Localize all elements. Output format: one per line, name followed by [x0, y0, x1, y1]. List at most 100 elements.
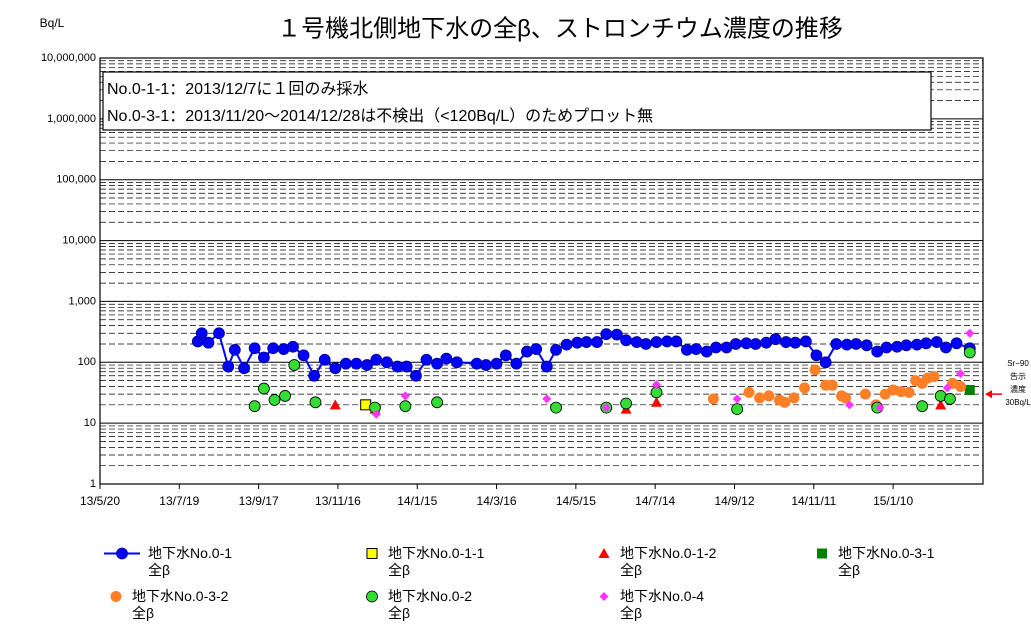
- legend-item: 地下水No.0-2 全β: [360, 588, 472, 622]
- point: [620, 334, 632, 347]
- point: [916, 400, 929, 413]
- point: [599, 592, 609, 601]
- y-tick-label: 100: [78, 356, 96, 368]
- point: [601, 403, 611, 413]
- point: [763, 390, 775, 402]
- legend-item: 地下水No.0-1-2 全β: [592, 545, 716, 579]
- point: [228, 343, 241, 356]
- legend-marker: [104, 547, 140, 560]
- point: [920, 337, 933, 350]
- point: [380, 356, 393, 369]
- point: [830, 338, 843, 350]
- annotation: No.0-1-1：2013/12/7に１回のみ採水: [107, 80, 368, 98]
- point: [707, 393, 719, 405]
- legend-marker: [599, 592, 609, 601]
- point: [222, 360, 235, 373]
- point: [400, 391, 410, 401]
- chart-title: １号機北側地下水の全β、ストロンチウム濃度の推移: [277, 15, 843, 42]
- point: [110, 591, 122, 602]
- point: [749, 338, 762, 350]
- point: [956, 369, 966, 379]
- point: [560, 338, 573, 351]
- point: [600, 328, 613, 341]
- point: [410, 369, 422, 382]
- point: [550, 401, 562, 414]
- point: [371, 409, 381, 419]
- point: [350, 357, 363, 370]
- point: [318, 353, 331, 366]
- point: [844, 400, 854, 410]
- legend-label: 地下水No.0-3-2 全β: [132, 588, 229, 621]
- point: [650, 336, 663, 348]
- point: [875, 403, 885, 413]
- point: [480, 359, 492, 371]
- point: [297, 349, 310, 362]
- point: [690, 343, 703, 355]
- point: [329, 399, 341, 410]
- legend-label: 地下水No.0-1-2 全β: [620, 545, 717, 578]
- point: [366, 548, 378, 559]
- point: [550, 343, 562, 356]
- x-tick-label: 15/1/10: [873, 494, 913, 508]
- point: [850, 338, 863, 350]
- point: [339, 357, 352, 370]
- point: [903, 386, 915, 398]
- point: [928, 371, 940, 383]
- x-tick-label: 14/9/12: [714, 494, 754, 508]
- point: [809, 364, 821, 376]
- point: [530, 343, 543, 355]
- point: [268, 394, 281, 406]
- point: [779, 396, 791, 408]
- legend-label: 地下水No.0-4 全β: [620, 588, 705, 621]
- annotation-box: [102, 71, 932, 131]
- point: [640, 338, 652, 350]
- legend-item: 地下水No.0-3-1 全β: [810, 545, 934, 579]
- reference-arrowhead: [985, 390, 992, 399]
- point: [361, 359, 373, 371]
- point: [819, 356, 832, 369]
- point: [510, 357, 523, 370]
- y-tick-label: 10,000: [62, 234, 96, 246]
- point: [840, 392, 852, 404]
- point: [400, 360, 413, 373]
- point: [895, 386, 907, 398]
- point: [935, 399, 947, 410]
- point: [258, 351, 270, 364]
- legend-marker: [817, 548, 827, 559]
- annotation: No.0-3-1：2013/11/20～2014/12/28は不検出（<120B…: [107, 107, 653, 125]
- point: [729, 338, 742, 350]
- point: [288, 359, 301, 371]
- point: [826, 379, 838, 391]
- legend-label: 地下水No.0-3-1 全β: [838, 545, 935, 578]
- point: [731, 403, 744, 416]
- legend-label: 地下水No.0-1-1 全β: [388, 545, 485, 578]
- legend-item: 地下水No.0-4 全β: [592, 588, 704, 622]
- point: [451, 356, 463, 369]
- point: [942, 383, 952, 393]
- point: [732, 394, 742, 404]
- point: [950, 337, 963, 350]
- point: [965, 328, 975, 338]
- x-tick-label: 14/1/15: [397, 494, 437, 508]
- legend-marker: [366, 590, 378, 603]
- point: [267, 342, 280, 355]
- point: [940, 341, 952, 354]
- legend-marker: [598, 548, 610, 558]
- point: [963, 346, 976, 359]
- point: [309, 396, 322, 409]
- reference-label: Sr−90: [1007, 359, 1029, 368]
- point: [490, 357, 503, 370]
- point: [620, 397, 632, 410]
- y-tick-label: 10,000,000: [41, 52, 96, 64]
- point: [598, 548, 610, 558]
- point: [743, 386, 755, 398]
- point: [202, 336, 215, 349]
- point: [651, 396, 663, 407]
- point: [799, 335, 812, 348]
- point: [329, 362, 342, 375]
- x-tick-label: 14/3/16: [477, 494, 517, 508]
- point: [955, 381, 967, 393]
- point: [860, 339, 873, 352]
- point: [279, 390, 291, 402]
